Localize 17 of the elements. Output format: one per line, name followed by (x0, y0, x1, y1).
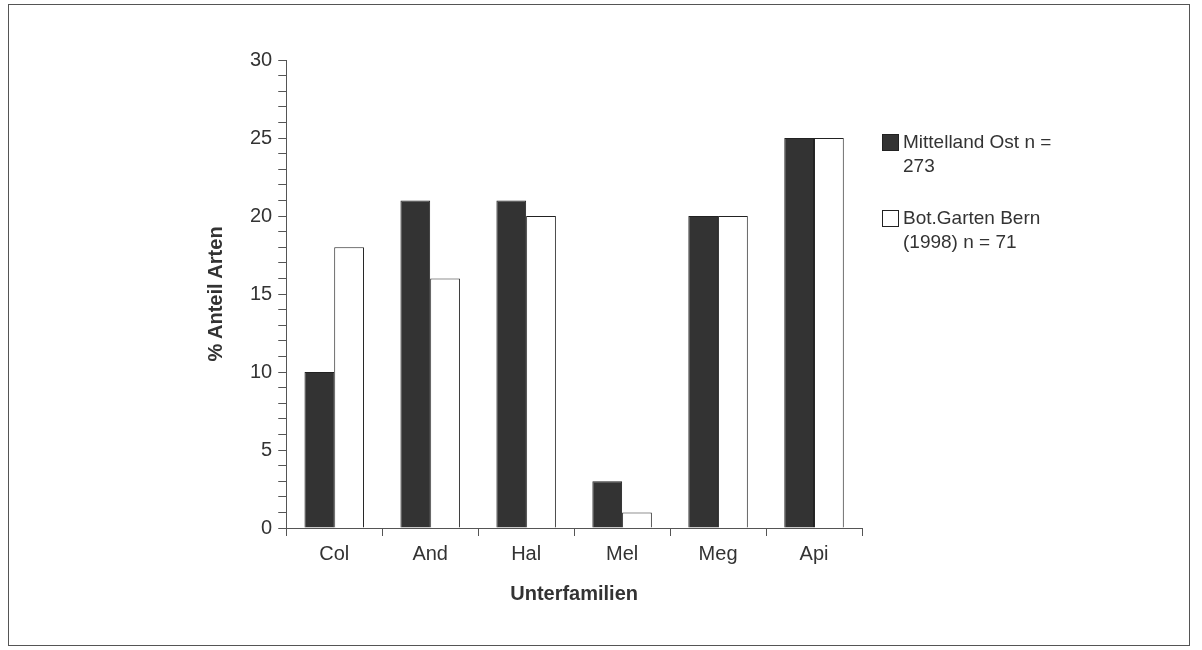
y-tick-label: 10 (250, 359, 273, 382)
y-tick-label: 20 (250, 203, 273, 226)
x-tick-label: Meg (698, 541, 738, 564)
y-axis-title: % Anteil Arten (203, 226, 226, 362)
x-tick-label: And (412, 541, 448, 564)
legend-label: Mittelland Ost n = 273 (903, 130, 1053, 178)
x-tick-label: Mel (605, 541, 639, 564)
x-tick-label: Hal (511, 541, 542, 564)
y-tick-label: 15 (250, 281, 273, 304)
y-tick-label: 25 (250, 125, 273, 148)
x-axis-title: Unterfamilien (510, 581, 639, 604)
y-tick-label: 0 (261, 515, 273, 538)
x-tick-label: Api (799, 541, 829, 564)
x-tick-label: Col (319, 541, 350, 564)
y-tick-label: 5 (261, 437, 273, 460)
text: Bot.Garten Bern (1998) n = 71 (903, 206, 1042, 254)
y-tick-label: 30 (250, 47, 273, 70)
